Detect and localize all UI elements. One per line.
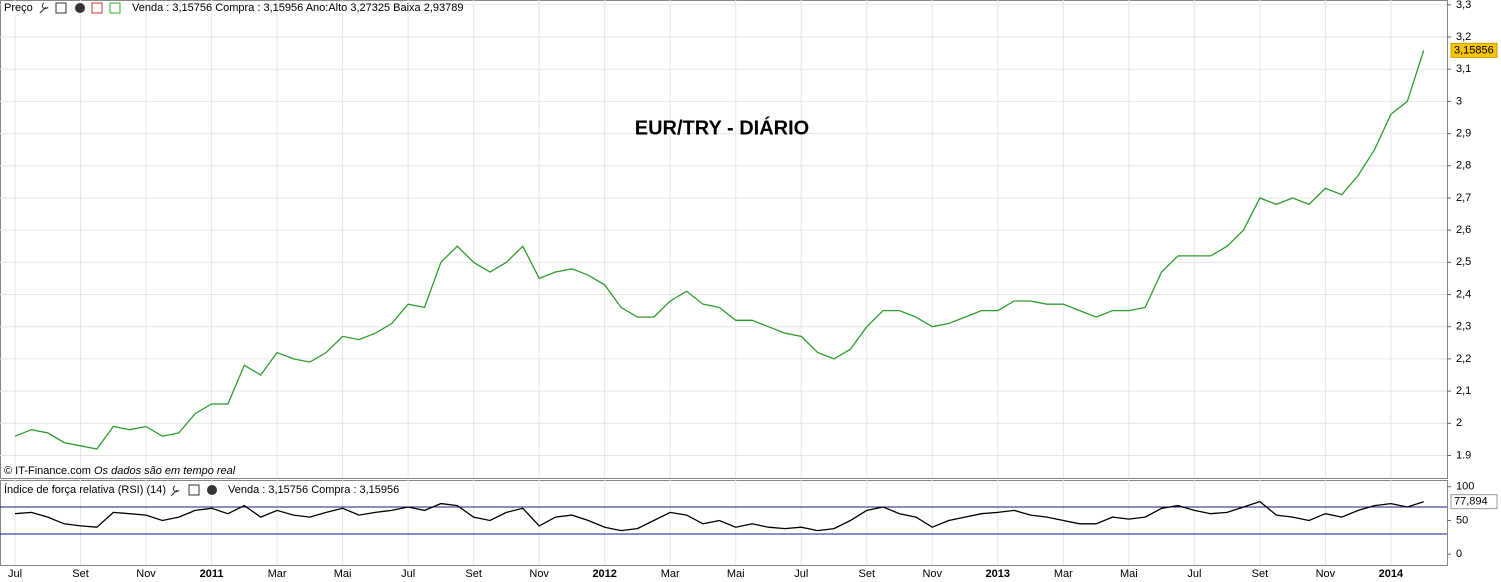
up-icon[interactable] — [109, 2, 121, 14]
x-tick-label: Jul — [794, 568, 808, 580]
x-tick-label: Nov — [922, 568, 942, 580]
x-tick-label: Mai — [727, 568, 745, 580]
x-tick-label: Nov — [1316, 568, 1336, 580]
grid-layer — [0, 0, 1447, 565]
x-tick-label: Mai — [1120, 568, 1138, 580]
x-tick-label: Mar — [661, 568, 680, 580]
last-value-box — [1450, 494, 1498, 510]
source: © IT-Finance.com — [4, 465, 91, 477]
x-tick-label: Set — [72, 568, 89, 580]
x-tick-label: Jul — [1187, 568, 1201, 580]
chart-title: EUR/TRY - DIÁRIO — [635, 116, 809, 139]
y-tick-label: 3,3 — [1456, 0, 1471, 11]
y-tick-label: 2,7 — [1456, 192, 1471, 204]
x-tick-label: 2013 — [986, 568, 1010, 580]
y-tick-label: 3,2 — [1456, 31, 1471, 43]
x-tick-label: Nov — [136, 568, 156, 580]
y-tick-label: 2,8 — [1456, 160, 1471, 172]
y-tick-label: 3 — [1456, 95, 1462, 107]
x-tick-label: Jul — [8, 568, 22, 580]
rsi-icons[interactable] — [170, 484, 217, 497]
x-tick-label: Mar — [1054, 568, 1073, 580]
y-tick-label: 2,1 — [1456, 385, 1471, 397]
x-tick-label: 2011 — [200, 568, 224, 580]
settings-icon[interactable] — [39, 2, 49, 14]
y-tick-label: 2,5 — [1456, 256, 1471, 268]
y-tick-label: 1.9 — [1456, 449, 1471, 461]
y-tick-label: 2 — [1456, 417, 1462, 429]
last-value-box — [1450, 42, 1498, 58]
y-tick-label: 50 — [1456, 514, 1468, 526]
settings-icon[interactable] — [170, 485, 180, 497]
close-icon[interactable] — [75, 3, 85, 13]
window-icon[interactable] — [188, 484, 200, 496]
last-value-label: 3,15856 — [1454, 44, 1494, 56]
price-panel — [0, 0, 1448, 479]
x-tick-label: 2014 — [1379, 568, 1404, 580]
rsi-quote: Venda : 3,15756 Compra : 3,15956 — [228, 484, 399, 496]
rsi-title: Índice de força relativa (RSI) (14) — [4, 483, 166, 496]
price-label: Preço — [4, 2, 33, 14]
price-quote: Venda : 3,15756 Compra : 3,15956 Ano:Alt… — [132, 2, 463, 14]
down-icon[interactable] — [91, 2, 103, 14]
y-tick-label: 3,1 — [1456, 63, 1471, 75]
window-icon[interactable] — [55, 2, 67, 14]
series-line — [14, 500, 1424, 532]
x-tick-label: Mai — [334, 568, 352, 580]
y-tick-label: 100 — [1456, 481, 1474, 493]
close-icon[interactable] — [207, 485, 217, 495]
x-tick-label: Set — [1252, 568, 1269, 580]
x-tick-label: Jul — [401, 568, 415, 580]
note: Os dados são em tempo real — [94, 465, 236, 477]
y-tick-label: 2,6 — [1456, 224, 1471, 236]
last-value-label: 77,894 — [1454, 496, 1488, 508]
y-tick-label: 0 — [1456, 548, 1462, 560]
x-tick-label: Set — [465, 568, 482, 580]
x-tick-label: 2012 — [592, 568, 616, 580]
series-line — [14, 50, 1425, 450]
x-tick-label: Set — [859, 568, 876, 580]
y-tick-label: 2,3 — [1456, 321, 1471, 333]
y-tick-label: 2,4 — [1456, 288, 1471, 300]
toolbar-icons[interactable] — [39, 2, 121, 14]
y-tick-label: 2,2 — [1456, 353, 1471, 365]
x-tick-label: Nov — [529, 568, 549, 580]
y-tick-label: 2,9 — [1456, 127, 1471, 139]
x-tick-label: Mar — [268, 568, 287, 580]
